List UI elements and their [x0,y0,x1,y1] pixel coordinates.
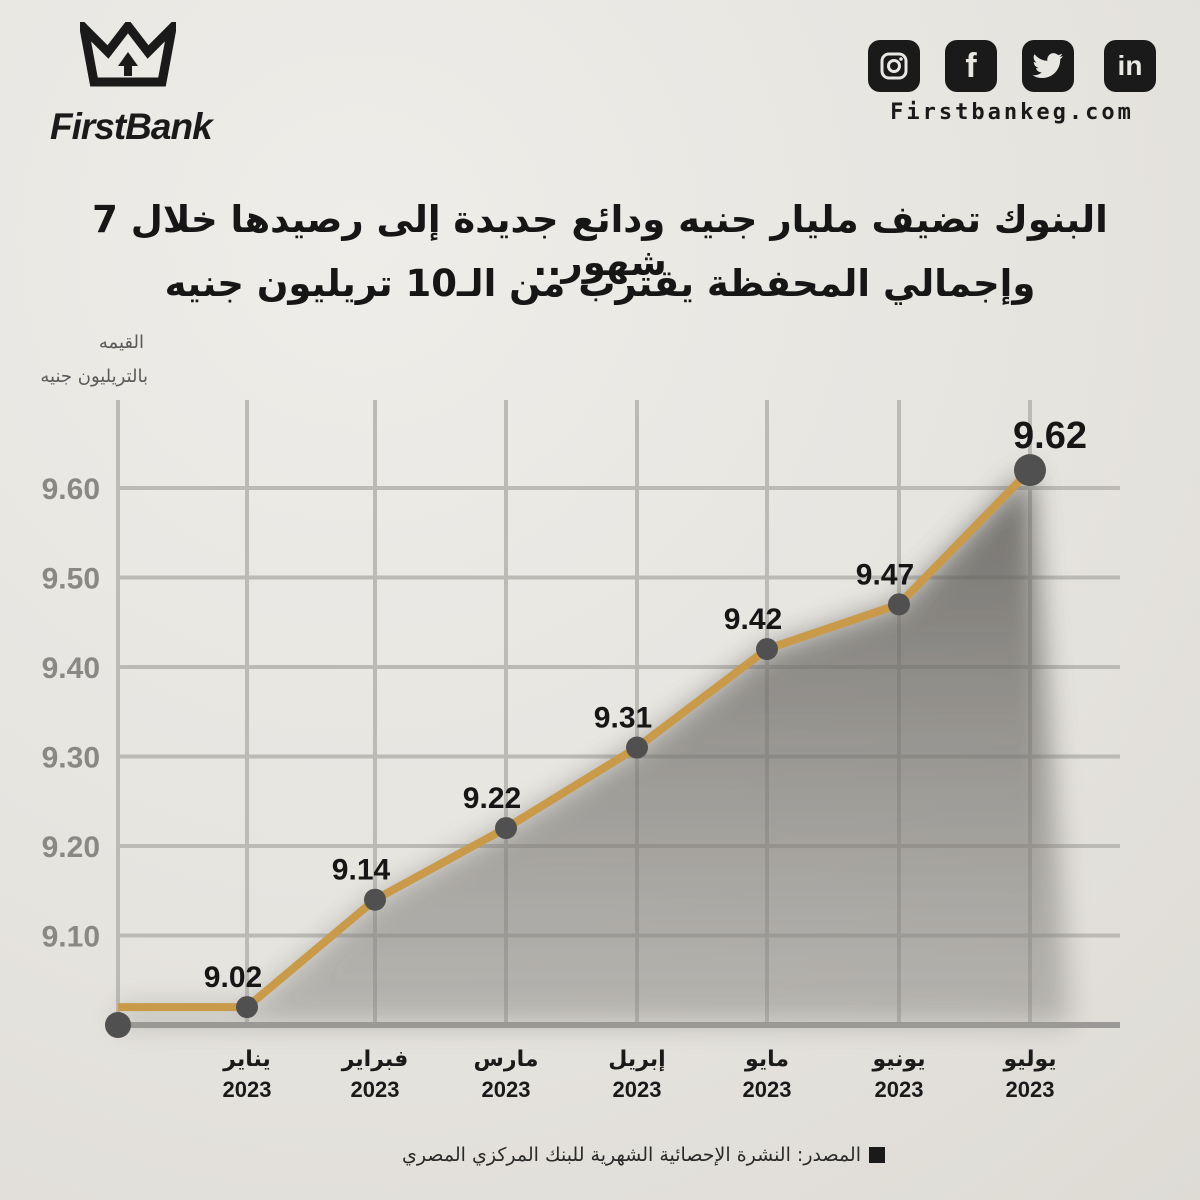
headline-line-1: البنوك تضيف مليار جنيه ودائع جديدة إلى ر… [92,198,1108,284]
headline-line-2: وإجمالي المحفظة يقترب من الـ10 تريليون ج… [164,262,1036,305]
x-tick-year: 2023 [875,1077,924,1102]
x-tick-month: يوليو [1002,1047,1056,1072]
instagram-button[interactable] [868,40,920,92]
data-label: 9.62 [1013,415,1087,457]
crown-icon [80,22,176,87]
x-tick-month: فبراير [341,1047,409,1072]
y-tick-label: 9.20 [42,831,100,864]
twitter-icon [1022,40,1074,92]
instagram-icon [868,40,920,92]
facebook-button[interactable]: f [945,40,997,92]
series-line [118,467,1033,1012]
x-tick-month: يناير [222,1047,270,1072]
data-point [495,817,517,840]
x-tick-month: مارس [474,1047,539,1072]
y-axis-label-line-2: بالتريليون جنيه [40,366,148,387]
data-point [756,638,778,661]
data-point [1014,454,1046,487]
y-tick-label: 9.40 [42,652,100,685]
data-point [236,996,258,1019]
data-label: 9.47 [856,558,914,591]
y-tick-label: 9.50 [42,563,100,596]
x-tick-year: 2023 [613,1077,662,1102]
data-label: 9.14 [332,854,391,887]
data-point [364,888,386,911]
firstbank-logo: FirstBank [44,22,234,147]
data-label: 9.42 [724,603,782,636]
twitter-button[interactable] [1022,40,1074,92]
y-tick-label: 9.10 [42,921,100,954]
source-text: المصدر: النشرة الإحصائية الشهرية للبنك ا… [402,1144,861,1166]
source-note: المصدر: النشرة الإحصائية الشهرية للبنك ا… [300,1144,885,1166]
x-tick-year: 2023 [1006,1077,1055,1102]
x-tick-year: 2023 [223,1077,272,1102]
website-url[interactable]: Firstbankeg.com [890,100,1134,125]
data-point [888,593,910,616]
y-tick-label: 9.30 [42,742,100,775]
bullet-square-icon [869,1147,885,1163]
x-tick-month: إبريل [608,1047,665,1072]
x-tick-month: يونيو [871,1047,925,1072]
data-label: 9.31 [594,702,652,735]
origin-point [105,1012,131,1038]
y-tick-label: 9.60 [42,473,100,506]
x-tick-year: 2023 [482,1077,531,1102]
linkedin-button[interactable]: in [1104,40,1156,92]
data-label: 9.02 [204,961,262,994]
linkedin-icon: in [1117,50,1143,81]
y-axis-label-line-1: القيمه [98,332,144,353]
facebook-icon: f [965,46,977,85]
x-tick-year: 2023 [743,1077,792,1102]
data-point [626,736,648,759]
x-tick-month: مايو [744,1047,789,1072]
data-label: 9.22 [463,782,521,815]
x-tick-year: 2023 [351,1077,400,1102]
area-fill [118,470,1070,1026]
brand-name: FirstBank [50,106,213,147]
